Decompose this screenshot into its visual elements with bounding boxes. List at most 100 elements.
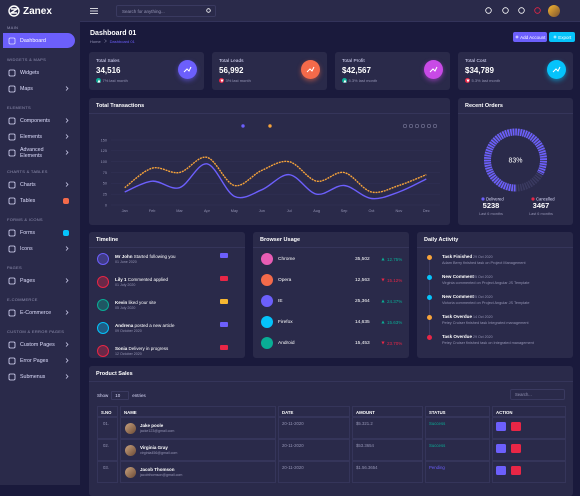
table-cell: [492, 417, 566, 439]
trend-arrow: [381, 257, 385, 261]
icon: [65, 86, 69, 91]
icon: [183, 66, 192, 73]
browser-count: 15,453: [355, 340, 370, 346]
nav-item[interactable]: Icons: [3, 241, 75, 256]
table-cell: [97, 439, 118, 461]
chart-tool[interactable]: [420, 123, 426, 129]
header-icon[interactable]: [518, 7, 525, 14]
header-icon[interactable]: [534, 7, 541, 14]
legend-value: 3467: [533, 201, 550, 210]
nav-label: Advanced Elements: [20, 146, 44, 159]
legend-dot: [531, 197, 535, 201]
trend-badge: [219, 78, 224, 83]
stat-card: Total Profit $42,567 5.3% last month: [335, 52, 450, 90]
browser-icon: [261, 253, 273, 265]
nav-item[interactable]: Error Pages: [3, 353, 75, 368]
column-header[interactable]: S.NO: [97, 406, 118, 417]
nav-item[interactable]: Widgets: [3, 65, 75, 80]
nav-item[interactable]: Tables: [3, 193, 75, 208]
browser-count: 25,364: [355, 298, 370, 304]
table-cell: [492, 461, 566, 483]
browser-percent: 15.12%: [387, 277, 403, 283]
page-title: Dashboard 01: [90, 30, 137, 37]
nav-icon: [8, 277, 16, 284]
stat-value: $34,789: [465, 66, 494, 75]
column-label: DATE: [282, 410, 294, 415]
stat-card: Total Sales 34,516 7% last month: [89, 52, 204, 90]
breadcrumb-item[interactable]: Home: [90, 39, 101, 44]
y-tick-label: 150: [101, 138, 107, 142]
nav-item[interactable]: Dashboard: [3, 33, 75, 48]
browser-icon: [261, 316, 273, 328]
nav-label: E-Commerce: [20, 309, 52, 316]
icon: [534, 7, 541, 14]
column-header[interactable]: NAME: [120, 406, 276, 417]
timeline-action: Commented applied: [127, 277, 169, 282]
nav-label: Dashboard: [20, 37, 46, 44]
button[interactable]: Add Account: [513, 32, 547, 42]
nav-item[interactable]: E-Commerce: [3, 305, 75, 320]
chart-tool[interactable]: [432, 123, 438, 129]
header-icon[interactable]: [485, 7, 492, 14]
icon: [65, 150, 69, 155]
nav-item[interactable]: Custom Pages: [3, 337, 75, 352]
timeline-avatar: [97, 322, 109, 334]
nav-icon: [8, 149, 16, 156]
nav-item[interactable]: Components: [3, 113, 75, 128]
edit-button[interactable]: [496, 444, 506, 453]
browser-percent: 23.70%: [387, 340, 403, 346]
nav-item[interactable]: Charts: [3, 177, 75, 192]
timeline-text: Lily 1 Commented applied: [115, 277, 168, 282]
chart-tool[interactable]: [426, 123, 432, 129]
edit-button[interactable]: [496, 466, 506, 475]
timeline-action: Delivery in progress: [128, 346, 169, 351]
stat-change: 5.3% last month: [342, 78, 377, 83]
nav-item[interactable]: Forms: [3, 225, 75, 240]
nav-label: Icons: [20, 245, 33, 252]
nav-item[interactable]: Elements: [3, 129, 75, 144]
chart-tool[interactable]: [414, 123, 420, 129]
icon: [515, 35, 519, 39]
delete-button[interactable]: [511, 466, 521, 475]
nav-item[interactable]: Pages: [3, 273, 75, 288]
icon: [552, 66, 561, 73]
nav-label: Pages: [20, 277, 36, 284]
column-header[interactable]: STATUS: [425, 406, 490, 417]
column-label: S.NO: [101, 410, 112, 415]
divider: [89, 113, 450, 114]
avatar[interactable]: [548, 5, 560, 17]
timeline-action: posted a new article: [134, 323, 175, 328]
delete-button[interactable]: [511, 422, 521, 431]
chart-tool[interactable]: [402, 123, 408, 129]
table-search[interactable]: Search...: [510, 389, 565, 400]
legend-period: Last 6 months: [479, 212, 503, 216]
nav-item[interactable]: Submenus: [3, 369, 75, 384]
section-title: ELEMENTS: [7, 105, 31, 110]
search-box[interactable]: Search for anything...: [116, 5, 216, 17]
brand-name: Zanex: [23, 5, 52, 17]
stat-change-text: 5.3% last month: [471, 78, 501, 83]
nav-badge: [63, 197, 69, 204]
nav-item[interactable]: Maps: [3, 81, 75, 96]
brand: Zanex: [8, 5, 52, 17]
stat-icon: [178, 60, 197, 79]
row-avatar: [125, 423, 136, 434]
x-tick-label: Apr: [204, 209, 211, 213]
chart-tool[interactable]: [408, 123, 414, 129]
search-icon: [206, 8, 211, 13]
activity-date: 29 Oct 2020: [473, 254, 493, 259]
button[interactable]: Export: [549, 32, 575, 42]
x-tick-label: Mar: [176, 209, 183, 213]
nav-item[interactable]: Advanced Elements: [3, 145, 75, 160]
header-icon[interactable]: [502, 7, 509, 14]
column-header[interactable]: AMOUNT: [352, 406, 423, 417]
nav-icon: [8, 117, 16, 124]
breadcrumb-item: Dashboard 01: [109, 39, 135, 44]
timeline-text: Mr John Started following you: [115, 254, 176, 259]
column-header[interactable]: DATE: [278, 406, 350, 417]
icon: [65, 342, 69, 347]
legend-dot: [268, 124, 272, 128]
delete-button[interactable]: [511, 444, 521, 453]
edit-button[interactable]: [496, 422, 506, 431]
page-size-select[interactable]: 10: [111, 391, 130, 400]
